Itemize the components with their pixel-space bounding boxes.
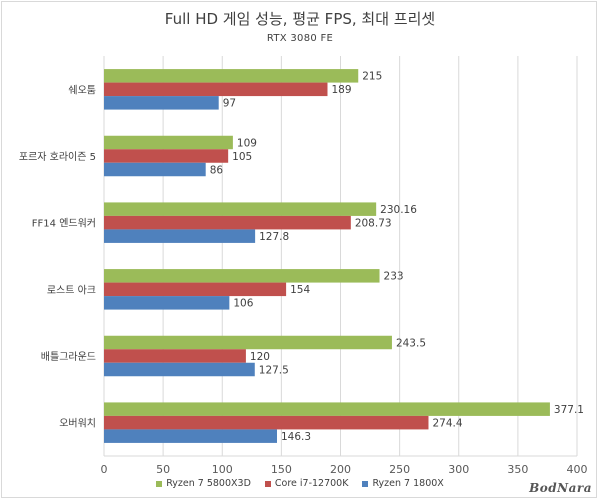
value-label-0-1: 189 (331, 84, 351, 96)
category-label-3: 로스트 아크 (47, 284, 96, 296)
category-label-5: 오버워치 (59, 417, 96, 430)
bodnara-logo: BodNara (529, 481, 592, 495)
category-label-1: 포르자 호라이즌 5 (19, 151, 96, 163)
legend-label-2: Ryzen 7 1800X (372, 478, 444, 489)
bar-0-0 (104, 69, 359, 83)
value-label-2-2: 127.8 (259, 231, 289, 243)
x-tick-label-6: 300 (448, 463, 469, 476)
x-tick-label-8: 400 (567, 463, 588, 476)
value-label-1-1: 105 (232, 151, 252, 163)
value-label-4-1: 120 (250, 351, 270, 363)
value-label-2-1: 208.73 (355, 217, 392, 229)
value-label-3-2: 106 (233, 298, 253, 310)
value-label-5-1: 274.4 (432, 417, 462, 429)
bar-1-1 (104, 149, 229, 163)
value-label-2-0: 230.16 (380, 204, 417, 216)
bar-3-1 (104, 282, 287, 297)
legend-item-2: Ryzen 7 1800X (362, 478, 444, 489)
legend-item-0: Ryzen 7 5800X3D (156, 478, 251, 489)
legend-item-1: Core i7-12700K (264, 478, 349, 489)
x-tick-label-2: 100 (212, 463, 233, 476)
value-label-0-0: 215 (362, 71, 382, 83)
category-label-0: 쉐오툼 (68, 84, 96, 96)
bar-2-0 (104, 202, 377, 216)
value-label-1-0: 109 (237, 137, 257, 149)
x-tick-label-3: 150 (271, 463, 292, 476)
legend-swatch-2 (362, 480, 369, 487)
x-tick-label-1: 50 (156, 463, 170, 476)
value-label-0-2: 97 (223, 98, 236, 110)
bar-4-0 (104, 335, 392, 350)
x-tick-label-7: 350 (507, 463, 528, 476)
value-label-5-2: 146.3 (281, 431, 311, 443)
chart-title: Full HD 게임 성능, 평균 FPS, 최대 프리셋 (164, 10, 436, 28)
bar-3-2 (104, 296, 230, 310)
bar-2-1 (104, 215, 351, 230)
value-label-4-2: 127.5 (259, 364, 289, 376)
bar-2-2 (104, 229, 256, 243)
bar-1-2 (104, 162, 206, 177)
chart-subtitle: RTX 3080 FE (266, 33, 334, 44)
bar-5-2 (104, 429, 277, 443)
legend-label-0: Ryzen 7 5800X3D (166, 478, 251, 489)
x-tick-label-4: 200 (330, 463, 351, 476)
bar-5-0 (104, 402, 550, 416)
x-tick-label-5: 250 (389, 463, 410, 476)
bar-5-1 (104, 415, 429, 430)
bar-4-1 (104, 349, 246, 363)
value-label-3-0: 233 (384, 271, 404, 283)
x-tick-label-0: 0 (101, 463, 108, 476)
bar-4-2 (104, 362, 255, 377)
bar-1-0 (104, 135, 233, 150)
bar-0-1 (104, 82, 328, 97)
value-label-5-0: 377.1 (554, 404, 584, 416)
value-label-4-0: 243.5 (396, 337, 426, 349)
value-label-3-1: 154 (290, 284, 310, 296)
legend: Ryzen 7 5800X3D Core i7-12700K Ryzen 7 180… (0, 478, 600, 489)
bar-0-2 (104, 96, 219, 110)
category-label-4: 배틀그라운드 (41, 351, 96, 363)
legend-label-1: Core i7-12700K (274, 478, 349, 489)
bar-3-0 (104, 269, 380, 283)
legend-swatch-1 (264, 480, 271, 487)
category-label-2: FF14 엔드워커 (32, 217, 96, 230)
legend-swatch-0 (156, 480, 163, 487)
value-label-1-2: 86 (210, 164, 224, 176)
